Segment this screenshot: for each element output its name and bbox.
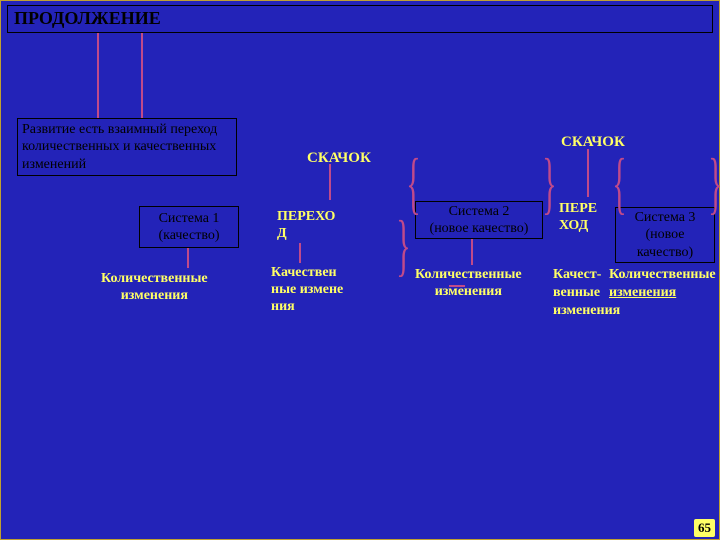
label-perehod1: ПЕРЕХО Д <box>277 209 335 243</box>
vline-8 <box>449 285 465 287</box>
page-number: 65 <box>694 519 715 537</box>
label-quant1: Количественные изменения <box>101 271 208 305</box>
vline-1 <box>97 33 99 118</box>
vline-3 <box>329 164 331 200</box>
system2-text: Система 2 (новое качество) <box>430 203 529 238</box>
title-bar: ПРОДОЛЖЕНИЕ <box>7 5 713 33</box>
vline-6 <box>299 243 301 263</box>
label-quant3c: изменения <box>553 303 620 320</box>
vline-5 <box>187 248 189 268</box>
label-skachok-1: СКАЧОК <box>307 149 371 167</box>
system1-text: Система 1 (качество) <box>158 210 219 245</box>
box-system3: Система 3 (новое качество) <box>615 207 715 263</box>
definition-text: Развитие есть взаимный переход количеств… <box>22 121 232 174</box>
brace-right-1: } <box>396 211 410 280</box>
box-definition: Развитие есть взаимный переход количеств… <box>17 118 237 176</box>
vline-4 <box>587 149 589 197</box>
vline-2 <box>141 33 143 118</box>
brace-right-2: } <box>708 149 720 218</box>
brace-left-2: { <box>612 149 626 218</box>
title-text: ПРОДОЛЖЕНИЕ <box>14 8 161 28</box>
label-quant3e: изменения <box>609 285 676 302</box>
brace-right-1b: } <box>542 149 556 218</box>
label-quant3a: Качест- <box>553 267 601 284</box>
label-perehod2: ПЕРЕ ХОД <box>559 201 597 235</box>
system3-text: Система 3 (новое качество) <box>620 209 710 262</box>
label-quant3b: венные <box>553 285 600 302</box>
box-system1: Система 1 (качество) <box>139 206 239 248</box>
label-quant2: Количественные изменения <box>415 267 522 301</box>
vline-7 <box>471 239 473 265</box>
label-quant3d: Количественные <box>609 267 716 284</box>
label-qual: Качествен ные измене ния <box>271 265 343 315</box>
box-system2: Система 2 (новое качество) <box>415 201 543 239</box>
